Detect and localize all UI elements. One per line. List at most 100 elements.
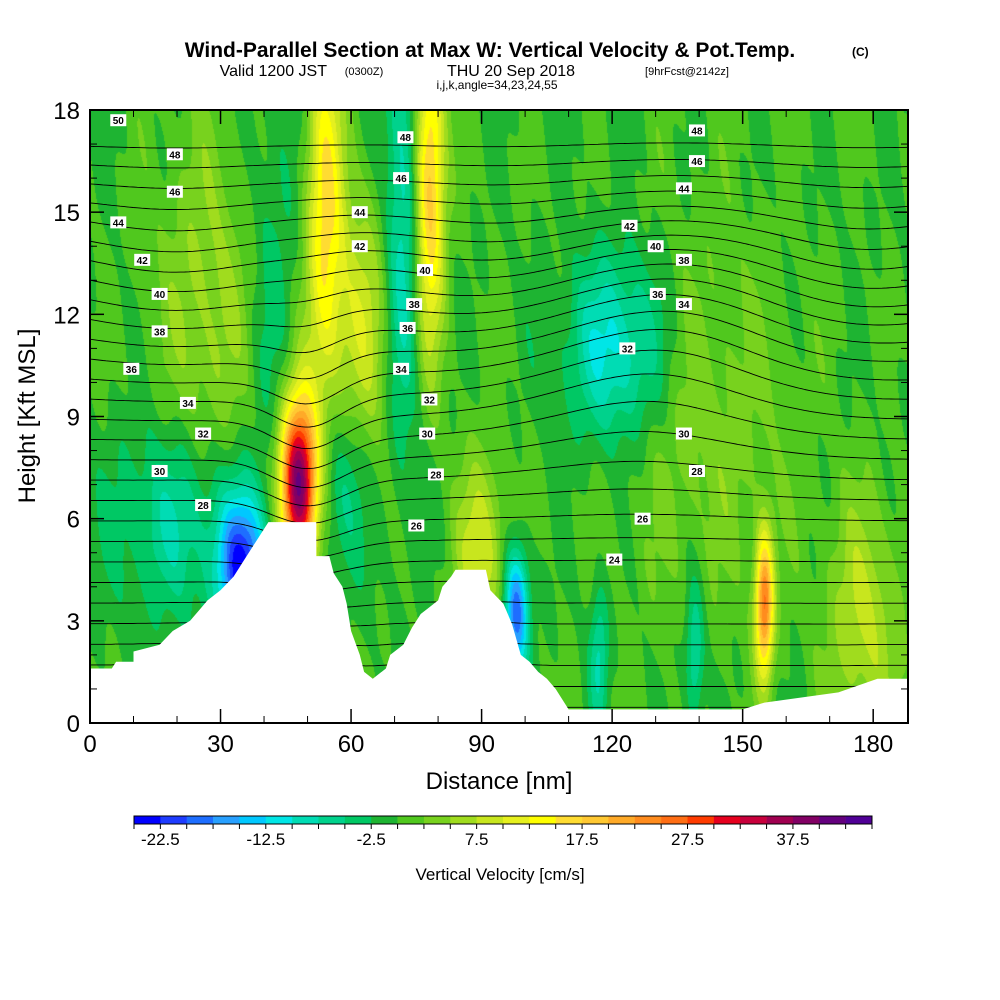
colorbar-swatch bbox=[792, 816, 820, 824]
colorbar-swatch bbox=[239, 816, 267, 824]
theta-label: 30 bbox=[419, 427, 436, 441]
theta-label: 28 bbox=[427, 468, 444, 481]
theta-label-box bbox=[688, 464, 705, 477]
theta-label-box bbox=[397, 131, 414, 144]
theta-label-text: 40 bbox=[154, 290, 166, 301]
theta-label: 42 bbox=[621, 219, 638, 233]
valid-date: THU 20 Sep 2018 bbox=[447, 63, 575, 80]
theta-label: 34 bbox=[675, 298, 692, 311]
theta-label: 46 bbox=[166, 185, 183, 199]
theta-label-text: 42 bbox=[624, 222, 636, 233]
theta-label-text: 34 bbox=[396, 365, 408, 376]
theta-label-text: 30 bbox=[678, 430, 690, 441]
theta-label-text: 30 bbox=[154, 467, 166, 478]
x-tick-label: 180 bbox=[853, 731, 893, 758]
theta-label-text: 48 bbox=[400, 133, 412, 144]
theta-label-text: 40 bbox=[419, 266, 431, 277]
theta-label-text: 24 bbox=[609, 556, 621, 567]
colorbar-swatch bbox=[529, 816, 557, 824]
theta-label: 48 bbox=[688, 124, 705, 137]
theta-label: 26 bbox=[634, 512, 651, 526]
theta-label: 42 bbox=[134, 253, 151, 267]
colorbar-swatch bbox=[134, 816, 161, 824]
theta-label: 28 bbox=[195, 499, 212, 512]
theta-contour-37 bbox=[90, 373, 908, 450]
theta-label: 32 bbox=[421, 393, 438, 406]
colorbar-label: -12.5 bbox=[246, 830, 285, 849]
y-tick-label: 9 bbox=[67, 405, 80, 432]
theta-label-box bbox=[675, 298, 692, 311]
theta-label: 42 bbox=[351, 240, 368, 253]
theta-label-text: 48 bbox=[169, 150, 181, 161]
theta-label-box bbox=[179, 396, 196, 409]
x-tick-label: 30 bbox=[207, 731, 234, 758]
colorbar-swatch bbox=[423, 816, 451, 824]
theta-label-box bbox=[351, 206, 368, 219]
theta-contour-36 bbox=[90, 400, 908, 470]
theta-label-text: 48 bbox=[691, 126, 703, 137]
theta-label-text: 32 bbox=[622, 344, 634, 355]
terrain bbox=[90, 522, 908, 723]
theta-label-text: 28 bbox=[430, 470, 442, 481]
theta-label: 26 bbox=[408, 519, 425, 532]
theta-label-box bbox=[123, 362, 140, 375]
theta-contour-47 bbox=[90, 205, 908, 232]
colorbar-swatch bbox=[819, 816, 846, 824]
colorbar-swatch bbox=[766, 816, 794, 824]
theta-label-box bbox=[688, 155, 705, 168]
theta-label: 44 bbox=[351, 206, 368, 219]
colorbar-swatch bbox=[344, 816, 372, 824]
theta-label: 38 bbox=[675, 253, 692, 267]
theta-contour-42 bbox=[90, 278, 908, 330]
colorbar-swatch bbox=[397, 816, 425, 824]
theta-label-text: 34 bbox=[182, 399, 194, 410]
theta-label: 34 bbox=[393, 362, 410, 376]
theta-label: 38 bbox=[151, 325, 168, 338]
theta-label-box bbox=[166, 185, 183, 198]
forecast-info: [9hrFcst@2142z] bbox=[645, 66, 729, 78]
theta-contour-45 bbox=[90, 234, 908, 273]
colorbar-label: 27.5 bbox=[671, 830, 704, 849]
theta-contour-35 bbox=[90, 430, 908, 489]
colorbar-swatch bbox=[265, 816, 293, 824]
theta-label: 50 bbox=[110, 114, 127, 127]
theta-label: 36 bbox=[649, 287, 666, 301]
colorbar-title: Vertical Velocity [cm/s] bbox=[415, 865, 584, 884]
theta-label: 36 bbox=[399, 321, 416, 335]
theta-label-text: 42 bbox=[354, 242, 366, 253]
theta-label-box bbox=[621, 219, 638, 232]
theta-label-box bbox=[606, 553, 623, 566]
theta-contour-46 bbox=[90, 220, 908, 253]
theta-contour-labels: 50 48 46 44 42 40 38 36 34 32 30 28 48 46 44 42 40 38 36 34… bbox=[110, 114, 705, 567]
theta-label-text: 36 bbox=[402, 324, 414, 335]
theta-label: 28 bbox=[688, 464, 705, 478]
theta-label-text: 28 bbox=[198, 501, 210, 512]
x-tick-label: 120 bbox=[592, 731, 632, 758]
theta-label-box bbox=[649, 287, 666, 300]
theta-label-text: 44 bbox=[354, 208, 366, 219]
y-tick-label: 3 bbox=[67, 609, 80, 636]
section-params: i,j,k,angle=34,23,24,55 bbox=[436, 78, 557, 92]
theta-label-text: 44 bbox=[678, 184, 690, 195]
theta-label-box bbox=[134, 253, 151, 266]
theta-label-box bbox=[110, 114, 127, 127]
theta-label-box bbox=[151, 464, 168, 477]
colorbar-swatch bbox=[845, 816, 873, 824]
theta-label-text: 40 bbox=[650, 242, 662, 253]
theta-label: 44 bbox=[110, 216, 127, 229]
theta-label: 38 bbox=[406, 298, 423, 311]
theta-contour-51 bbox=[90, 142, 908, 149]
theta-contour-44 bbox=[90, 249, 908, 293]
theta-label-text: 50 bbox=[113, 116, 125, 127]
y-tick-label: 0 bbox=[67, 711, 80, 738]
utc-time: (0300Z) bbox=[345, 66, 384, 78]
theta-label-box bbox=[393, 362, 410, 375]
colorbar-swatch bbox=[661, 816, 688, 824]
theta-label-box bbox=[166, 148, 183, 161]
theta-label-box bbox=[195, 427, 212, 440]
theta-label-box bbox=[393, 172, 410, 185]
x-tick-label: 150 bbox=[723, 731, 763, 758]
theta-label-text: 46 bbox=[691, 157, 703, 168]
theta-label-text: 36 bbox=[126, 365, 138, 376]
title-group: Wind-Parallel Section at Max W: Vertical… bbox=[185, 39, 869, 92]
